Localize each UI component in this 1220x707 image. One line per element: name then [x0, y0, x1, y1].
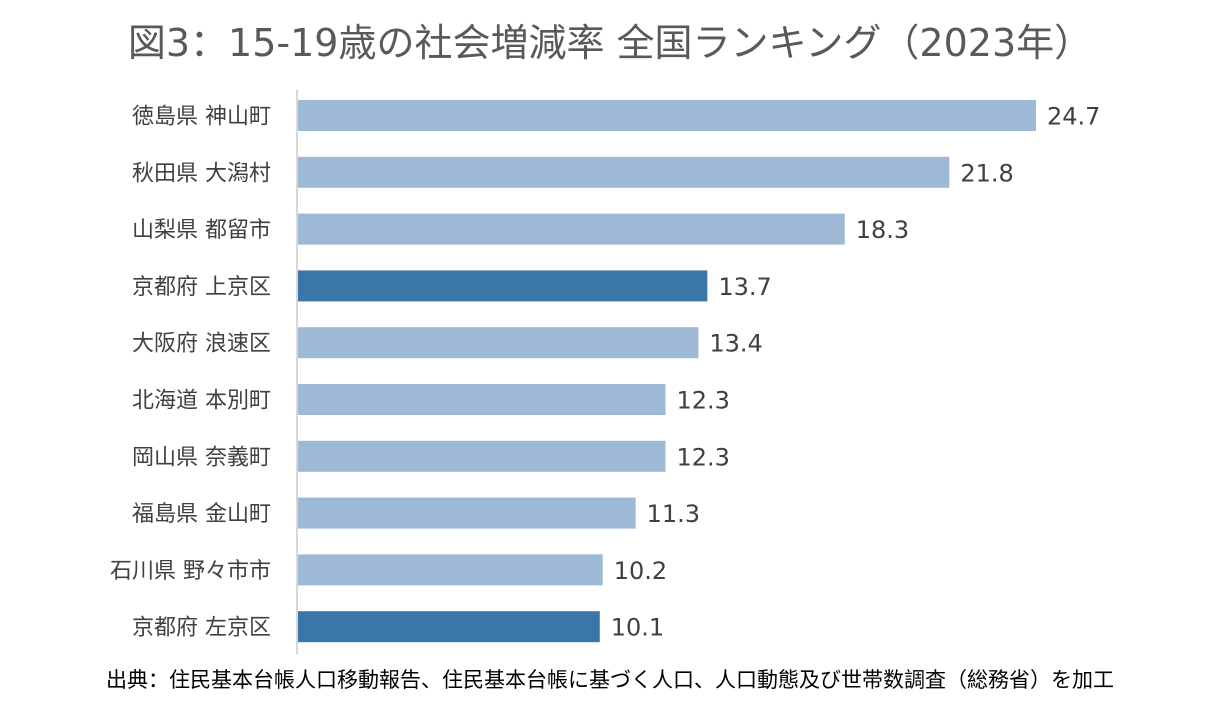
data-label: 21.8 [960, 159, 1013, 187]
data-label: 10.1 [611, 614, 664, 642]
data-label: 12.3 [677, 387, 730, 415]
bar [298, 327, 699, 359]
category-label: 京都府 上京区 [132, 275, 271, 300]
bar [298, 440, 666, 472]
category-label: 山梨県 都留市 [132, 218, 271, 243]
category-label: 京都府 左京区 [132, 616, 271, 641]
data-label: 13.7 [718, 273, 771, 301]
source-note: 出典：住民基本台帳人口移動報告、住民基本台帳に基づく人口、人口動態及び世帯数調査… [106, 668, 1114, 692]
bar [298, 384, 666, 415]
data-label: 13.4 [709, 330, 762, 358]
category-label: 福島県 金山町 [132, 502, 271, 527]
data-label: 11.3 [647, 500, 700, 528]
bar [298, 213, 845, 245]
bar-chart: 徳島県 神山町 24.7 秋田県 大潟村 21.8 山梨県 都留市 18.3 京都府 上京区… [110, 90, 1100, 655]
category-label: 岡山県 奈義町 [132, 445, 271, 470]
bar [298, 554, 603, 586]
data-label: 10.2 [614, 557, 667, 585]
bar [298, 497, 636, 529]
bar [298, 156, 950, 188]
category-label: 石川県 野々市市 [110, 559, 271, 584]
bar [298, 270, 708, 302]
data-label: 18.3 [856, 216, 909, 244]
category-label: 北海道 本別町 [132, 389, 271, 414]
data-label: 24.7 [1047, 103, 1100, 131]
category-label: 徳島県 神山町 [132, 105, 271, 130]
bar [298, 100, 1036, 131]
category-label: 秋田県 大潟村 [132, 161, 271, 186]
category-label: 大阪府 浪速区 [132, 332, 271, 357]
data-label: 12.3 [677, 443, 730, 471]
chart-title: 図3：15-19歳の社会増減率 全国ランキング（2023年） [127, 21, 1093, 65]
bar [298, 611, 600, 643]
